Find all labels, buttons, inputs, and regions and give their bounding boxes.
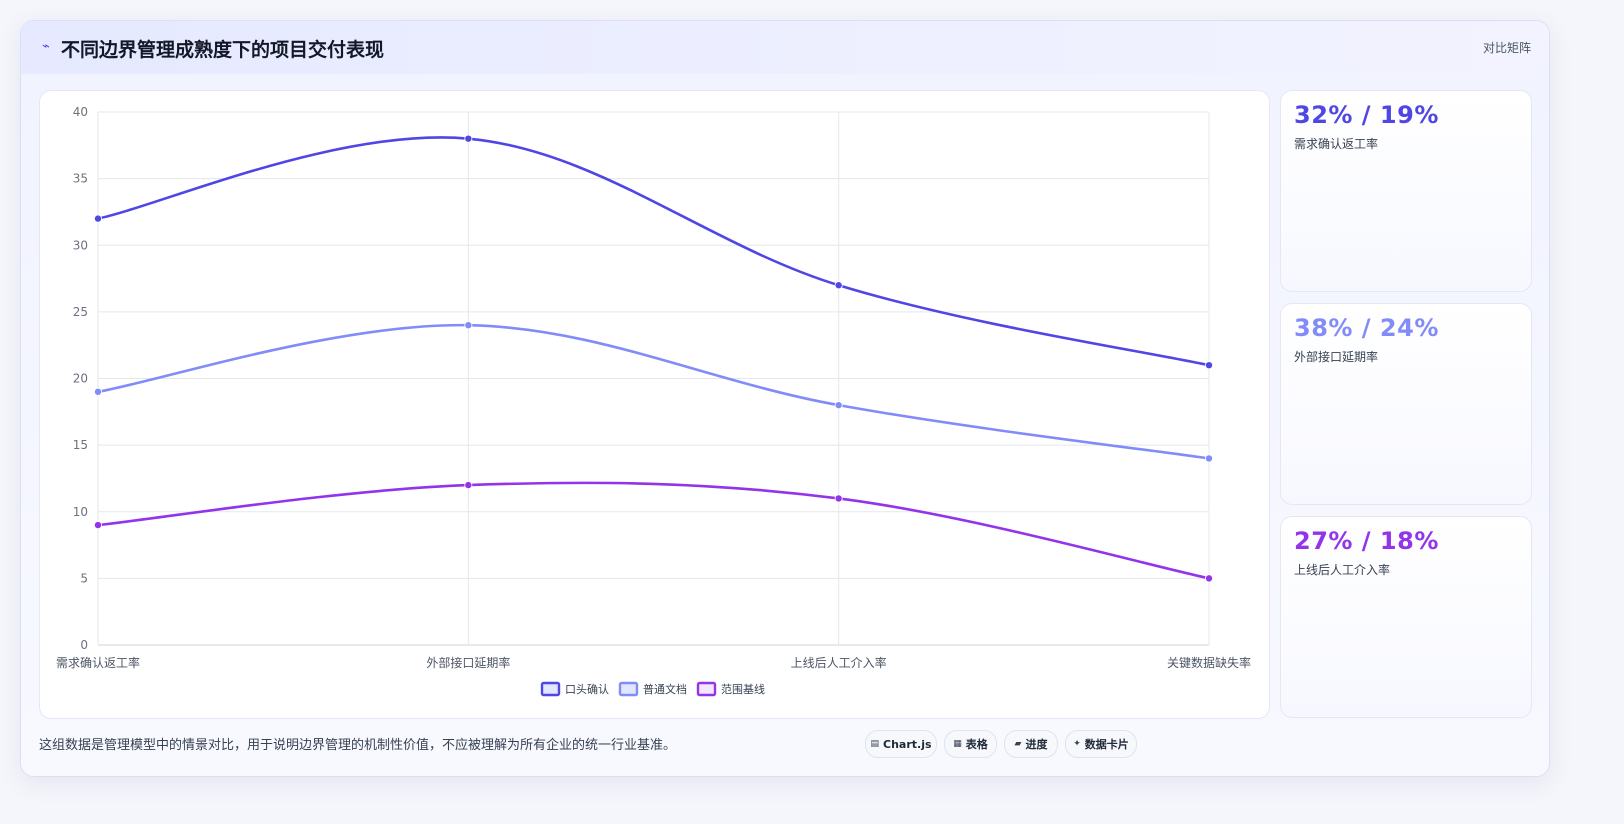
data-point xyxy=(94,214,103,223)
stat-value: 27% / 18% xyxy=(1294,527,1439,555)
series-line xyxy=(96,136,1211,367)
card-title: 不同边界管理成熟度下的项目交付表现 xyxy=(61,39,385,61)
button-label: Chart.js xyxy=(883,737,932,751)
data-point xyxy=(464,481,473,490)
line-chart: 0 5 10 15 20 25 30 35 40 需求确认返工率 外部接口延期率 上线后人工介入率 关键… xyxy=(56,105,1251,697)
chart-panel: 0 5 10 15 20 25 30 35 40 需求确认返工率 外部接口延期率 上线后人工介入率 关键… xyxy=(39,90,1270,719)
legend-swatch xyxy=(696,681,717,697)
footer-note: 这组数据是管理模型中的情景对比，用于说明边界管理的机制性价值，不应被理解为所有企… xyxy=(39,738,677,753)
data-point xyxy=(1205,454,1214,463)
x-tick-label: 上线后人工介入率 xyxy=(791,655,887,670)
chart-icon: ▤ xyxy=(870,739,879,749)
stat-card-1: 32% / 19% 需求确认返工率 xyxy=(1280,90,1532,292)
progress-button[interactable]: ▰ 进度 xyxy=(1004,730,1058,758)
y-tick-label: 30 xyxy=(73,238,88,252)
data-point xyxy=(464,321,473,330)
data-point xyxy=(94,387,103,396)
data-card-button[interactable]: ✦ 数据卡片 xyxy=(1065,730,1137,758)
data-point xyxy=(834,401,843,410)
y-tick-label: 15 xyxy=(73,438,88,452)
stat-label: 需求确认返工率 xyxy=(1294,137,1379,151)
y-tick-label: 0 xyxy=(80,638,88,652)
x-tick-label: 需求确认返工率 xyxy=(56,655,140,670)
legend-label: 普通文档 xyxy=(643,682,687,696)
button-label: 进度 xyxy=(1025,738,1048,751)
y-tick-label: 40 xyxy=(73,105,88,119)
card-body: 0 5 10 15 20 25 30 35 40 需求确认返工率 外部接口延期率 上线后人工介入率 关键… xyxy=(21,74,1549,776)
card-icon: ✦ xyxy=(1073,739,1081,749)
x-tick-label: 关键数据缺失率 xyxy=(1167,655,1251,670)
header-tag: 对比矩阵 xyxy=(1482,41,1531,55)
data-point xyxy=(834,494,843,503)
data-point xyxy=(1205,574,1214,583)
y-tick-label: 25 xyxy=(73,305,88,319)
stat-value: 32% / 19% xyxy=(1294,101,1439,129)
button-label: 表格 xyxy=(965,738,988,751)
chart-card: ⌁ 不同边界管理成熟度下的项目交付表现 对比矩阵 0 5 10 15 20 25 30 35 4… xyxy=(20,20,1550,777)
stat-value: 38% / 24% xyxy=(1294,314,1439,342)
data-point xyxy=(464,134,473,143)
legend-swatch xyxy=(540,681,561,697)
x-tick-label: 外部接口延期率 xyxy=(426,655,510,670)
legend-label: 口头确认 xyxy=(565,683,609,696)
stat-label: 上线后人工介入率 xyxy=(1294,563,1391,577)
table-icon: ▦ xyxy=(953,739,962,749)
table-button[interactable]: ▦ 表格 xyxy=(944,730,997,758)
y-tick-label: 10 xyxy=(73,505,88,519)
data-point xyxy=(94,521,103,530)
stat-card-3: 27% / 18% 上线后人工介入率 xyxy=(1280,516,1532,718)
legend-swatch xyxy=(618,681,639,697)
chartjs-button[interactable]: ▤ Chart.js xyxy=(865,730,937,758)
card-header: ⌁ 不同边界管理成熟度下的项目交付表现 对比矩阵 xyxy=(21,21,1549,75)
progress-icon: ▰ xyxy=(1014,739,1022,749)
trend-icon: ⌁ xyxy=(42,39,50,54)
y-tick-label: 35 xyxy=(73,172,88,186)
series-line xyxy=(96,323,1211,460)
y-tick-label: 5 xyxy=(80,571,88,585)
stat-label: 外部接口延期率 xyxy=(1294,350,1379,364)
series-line xyxy=(96,481,1211,580)
stat-card-2: 38% / 24% 外部接口延期率 xyxy=(1280,303,1532,505)
legend-label: 范围基线 xyxy=(721,682,765,696)
y-tick-label: 20 xyxy=(73,372,88,386)
data-point xyxy=(834,281,843,290)
data-point xyxy=(1205,361,1214,370)
button-label: 数据卡片 xyxy=(1084,738,1129,751)
